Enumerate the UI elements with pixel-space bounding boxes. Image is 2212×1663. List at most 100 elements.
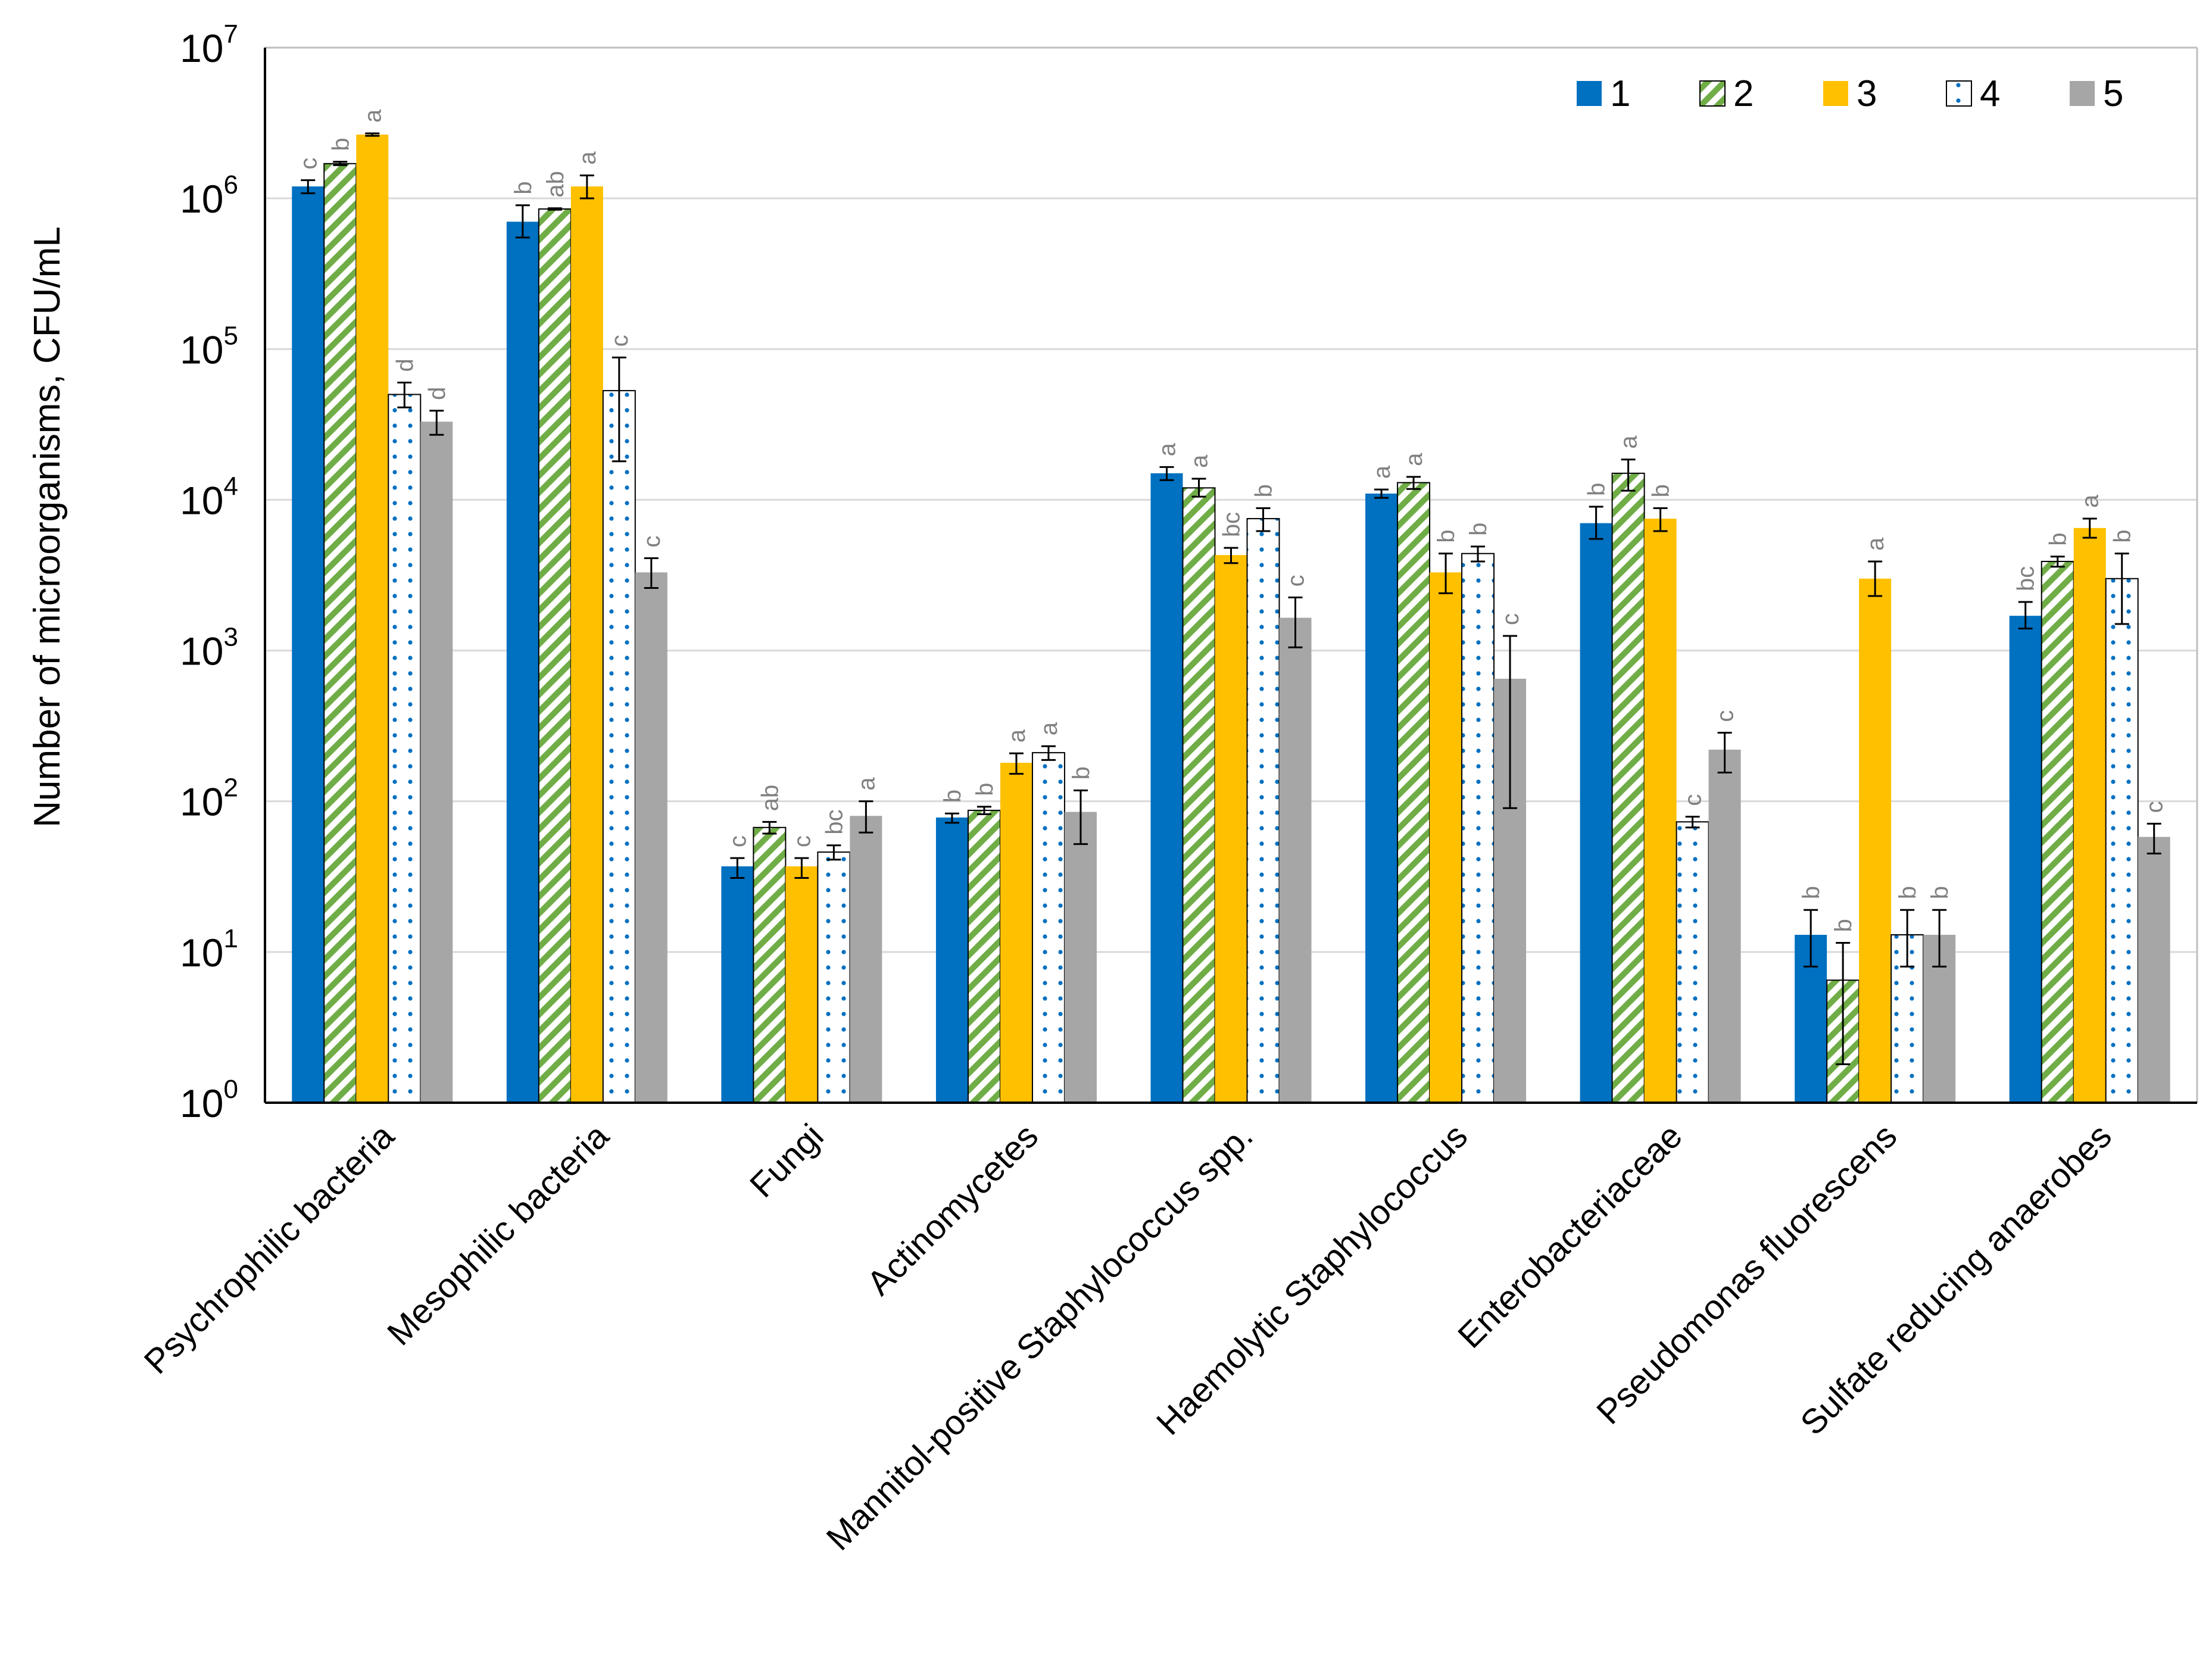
significance-letter: a [1036,722,1062,735]
significance-letter: b [1584,483,1610,496]
y-tick-label: 105 [180,321,238,372]
category-label: Psychrophilic bacteria [137,1116,402,1381]
bar [1397,482,1431,1104]
y-tick-label: 102 [180,773,238,824]
significance-letter: b [1251,484,1277,497]
significance-letter: c [1497,613,1524,625]
significance-letter: b [2110,529,2136,542]
significance-letter: a [2077,494,2104,508]
bar [721,866,754,1103]
y-tick-label: 103 [180,623,238,673]
significance-letter: ab [542,171,569,198]
y-tick-labels: 100 101 102 103 104 105 106 107 [180,20,238,1125]
significance-letter: a [1401,453,1427,466]
significance-letter: c [1712,710,1739,722]
significance-letter: b [1433,529,1459,542]
category-label: Mesophilic bacteria [380,1116,617,1353]
y-tick-label: 106 [180,170,238,221]
significance-letter: b [940,790,966,803]
significance-letter: a [1004,729,1030,742]
legend-label: 1 [1610,73,1630,114]
bar [506,221,539,1103]
bar [1644,519,1677,1103]
y-tick-label: 107 [180,20,238,70]
bar [1279,617,1312,1103]
significance-letter: d [424,387,450,400]
significance-letter: a [1187,454,1213,468]
significance-letter: b [1465,523,1492,536]
significance-letter: d [392,358,418,372]
significance-letter: ab [757,785,783,812]
legend-swatch [1823,81,1848,106]
significance-letter: c [1680,794,1706,806]
significance-letter: b [972,783,998,796]
significance-letter: a [575,151,601,165]
significance-letter: b [1830,919,1857,932]
category-label: Actinomycetes [859,1116,1046,1303]
category-label: Enterobacteriaceae [1450,1116,1690,1356]
bar [1365,493,1398,1103]
significance-letter: bc [2013,566,2039,591]
bar [935,818,968,1103]
axes [264,46,2198,1104]
y-axis-label: Number of microorganisms, CFU/mL [27,226,68,827]
category-label: Fungi [742,1116,831,1205]
bar [1182,487,1216,1103]
bar [2041,560,2074,1103]
significance-letter: c [725,835,751,847]
y-tick-label: 104 [180,472,238,522]
significance-letter: c [639,535,665,547]
bar [1580,523,1612,1103]
significance-letter: c [1283,575,1309,586]
bar [1859,578,1892,1103]
significance-letter: a [360,109,386,123]
bar [420,422,453,1103]
bar [967,810,1001,1103]
significance-letter: b [327,138,354,151]
significance-letter: a [1155,442,1181,456]
bar [2009,616,2042,1103]
significance-letter: bc [821,809,847,834]
bar [1611,472,1645,1104]
significance-letter: a [1616,435,1642,449]
bar [388,394,422,1104]
bar [2105,578,2139,1103]
category-label: Mannitol-positive Staphylococcus spp. [819,1116,1260,1558]
bar [538,208,572,1103]
legend: 1 2 3 4 5 [1577,73,2123,114]
bar [1676,821,1709,1103]
significance-letter: a [1862,537,1889,551]
bar [2138,837,2170,1103]
bar [2073,528,2106,1103]
bar [785,866,818,1103]
bar [1064,812,1097,1103]
bar [753,826,787,1103]
significance-letter: b [1927,886,1953,899]
bar [323,163,357,1103]
legend-label: 5 [2103,73,2123,114]
bar [1150,473,1183,1103]
bar [817,851,851,1103]
significance-letter: c [789,835,815,847]
legend-label: 2 [1733,73,1754,114]
bar [1000,763,1032,1103]
significance-letter: bc [1219,512,1245,537]
bars [292,132,2170,1104]
significance-letter: b [1798,886,1824,899]
significance-letter: b [2045,533,2071,546]
bar [1708,750,1741,1103]
bar [602,390,636,1104]
y-tick-label: 100 [180,1075,238,1125]
bar [292,186,325,1103]
bar [570,186,603,1103]
legend-swatch [1946,80,1972,107]
significance-letter: c [2142,801,2168,813]
bar [1215,555,1247,1103]
significance-letter: c [607,335,633,347]
significance-letter: b [1648,484,1674,497]
legend-swatch [2070,81,2095,106]
legend-swatch [1699,80,1726,107]
